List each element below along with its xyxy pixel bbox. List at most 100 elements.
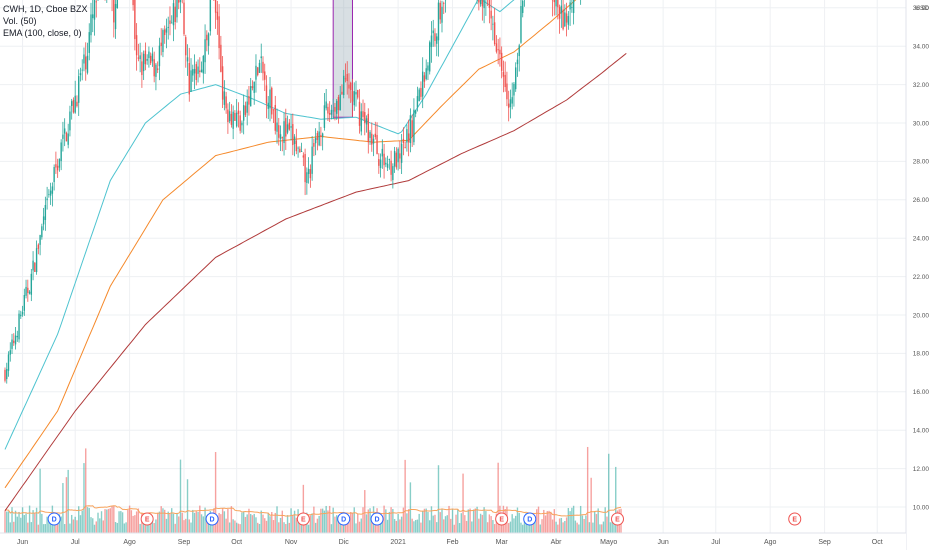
candle bbox=[32, 260, 34, 271]
volume-bar bbox=[288, 522, 291, 533]
volume-bar bbox=[316, 518, 319, 533]
candle bbox=[204, 39, 206, 63]
volume-bar bbox=[134, 515, 136, 533]
candle bbox=[35, 248, 38, 273]
volume-bar bbox=[507, 523, 510, 533]
volume-bar bbox=[328, 505, 331, 533]
volume-bar bbox=[92, 518, 94, 533]
candle bbox=[221, 66, 224, 100]
volume-bar bbox=[100, 511, 103, 533]
dividend-marker bbox=[337, 512, 351, 526]
candle bbox=[374, 133, 377, 138]
volume-bar bbox=[116, 522, 119, 533]
volume-bar bbox=[421, 510, 424, 533]
volume-bar bbox=[60, 516, 62, 533]
candle bbox=[390, 160, 392, 175]
volume-bar bbox=[551, 519, 554, 533]
candle bbox=[497, 49, 499, 51]
volume-bar bbox=[44, 524, 47, 533]
ghost-box bbox=[332, 0, 353, 118]
volume-bar bbox=[28, 505, 31, 533]
volume-bar bbox=[457, 509, 459, 533]
volume-bar bbox=[436, 522, 438, 533]
volume-bar bbox=[104, 509, 106, 533]
volume-bar bbox=[567, 508, 570, 533]
dividend-label: D bbox=[527, 517, 532, 524]
volume-bar bbox=[557, 524, 559, 533]
candle bbox=[56, 165, 59, 171]
volume-bar bbox=[478, 518, 480, 533]
volume-bar bbox=[257, 522, 259, 533]
volume-bar bbox=[25, 513, 27, 533]
candle bbox=[492, 23, 494, 25]
candle bbox=[378, 159, 380, 166]
volume-bar bbox=[267, 512, 269, 533]
candle bbox=[437, 2, 440, 41]
candle bbox=[418, 89, 420, 102]
candle bbox=[357, 90, 359, 98]
candle bbox=[365, 118, 368, 125]
ema-20-line bbox=[4, 0, 515, 450]
legend-symbol[interactable]: CWH, 1D, Cboe BZX bbox=[3, 4, 88, 14]
volume-bar bbox=[432, 515, 434, 533]
time-axis[interactable]: Jun Jul Ago Sep Oct Nov Dic 2021 Feb Mar Abr Mayo Ju… bbox=[0, 532, 906, 550]
volume-bar bbox=[304, 519, 306, 533]
price-axis-bg bbox=[906, 0, 932, 550]
candle bbox=[21, 311, 24, 315]
price-tick: 20.00 bbox=[913, 312, 930, 319]
candle bbox=[414, 110, 417, 114]
candle bbox=[262, 61, 264, 74]
candle bbox=[292, 124, 294, 146]
volume-bar bbox=[164, 509, 166, 533]
candle bbox=[281, 137, 283, 139]
candle bbox=[502, 71, 505, 77]
candle bbox=[379, 159, 382, 168]
volume-bar bbox=[520, 522, 522, 533]
volume-bar bbox=[516, 507, 519, 533]
volume-bar bbox=[232, 519, 234, 533]
price-tick: 16.00 bbox=[913, 389, 930, 396]
volume-bar bbox=[221, 508, 224, 533]
price-axis[interactable]: USD 10.00 12.00 14.00 16.00 18.00 20.00 22.00 24… bbox=[905, 0, 932, 550]
candle bbox=[74, 95, 76, 113]
candle bbox=[360, 111, 362, 132]
volume-ma-line bbox=[4, 505, 622, 517]
legend-ema[interactable]: EMA (100, close, 0) bbox=[3, 28, 82, 38]
price-tick: 22.00 bbox=[913, 274, 930, 281]
candle bbox=[244, 105, 247, 115]
volume-bar bbox=[437, 465, 440, 533]
volume-bar bbox=[271, 512, 273, 533]
candle bbox=[367, 113, 369, 143]
volume-bar bbox=[137, 508, 140, 533]
volume-bar bbox=[167, 511, 169, 533]
volume-bar bbox=[285, 524, 287, 533]
candle bbox=[493, 22, 496, 44]
volume-bar bbox=[536, 509, 538, 533]
volume-bar bbox=[264, 518, 266, 533]
volume-bar bbox=[174, 523, 176, 533]
volume-bar bbox=[448, 505, 450, 533]
volume-bar bbox=[258, 523, 261, 533]
volume-bar bbox=[613, 517, 615, 533]
volume-bar bbox=[601, 524, 603, 533]
candle bbox=[248, 95, 250, 105]
candle bbox=[246, 101, 248, 113]
volume-bar bbox=[393, 519, 396, 533]
candle bbox=[416, 96, 419, 108]
candle bbox=[553, 0, 556, 3]
volume-bar bbox=[171, 508, 173, 533]
candle bbox=[209, 0, 212, 32]
volume-bar bbox=[179, 459, 182, 533]
legend-volume[interactable]: Vol. (50) bbox=[3, 16, 37, 26]
volume-bar bbox=[178, 516, 180, 533]
candle bbox=[490, 10, 492, 19]
volume-bar bbox=[65, 477, 68, 533]
candle bbox=[411, 120, 413, 137]
candle bbox=[65, 132, 68, 142]
volume-bar bbox=[14, 510, 17, 533]
volume-bar bbox=[330, 524, 333, 533]
volume-bar bbox=[204, 507, 206, 533]
volume-bar bbox=[307, 524, 310, 533]
